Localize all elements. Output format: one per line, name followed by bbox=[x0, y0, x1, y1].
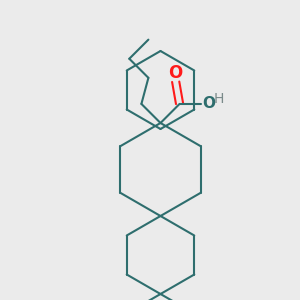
Text: O: O bbox=[202, 96, 215, 111]
Text: O: O bbox=[169, 64, 183, 82]
Text: H: H bbox=[213, 92, 224, 106]
